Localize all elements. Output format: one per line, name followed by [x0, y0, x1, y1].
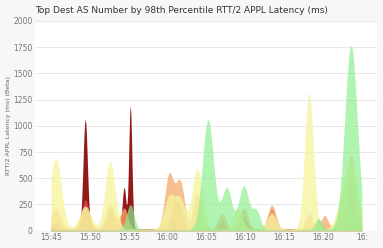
Text: Top Dest AS Number by 98th Percentile RTT/2 APPL Latency (ms): Top Dest AS Number by 98th Percentile RT… — [36, 5, 328, 15]
Y-axis label: RTT/2 APPL Latency (ms) (Beta): RTT/2 APPL Latency (ms) (Beta) — [6, 76, 11, 175]
